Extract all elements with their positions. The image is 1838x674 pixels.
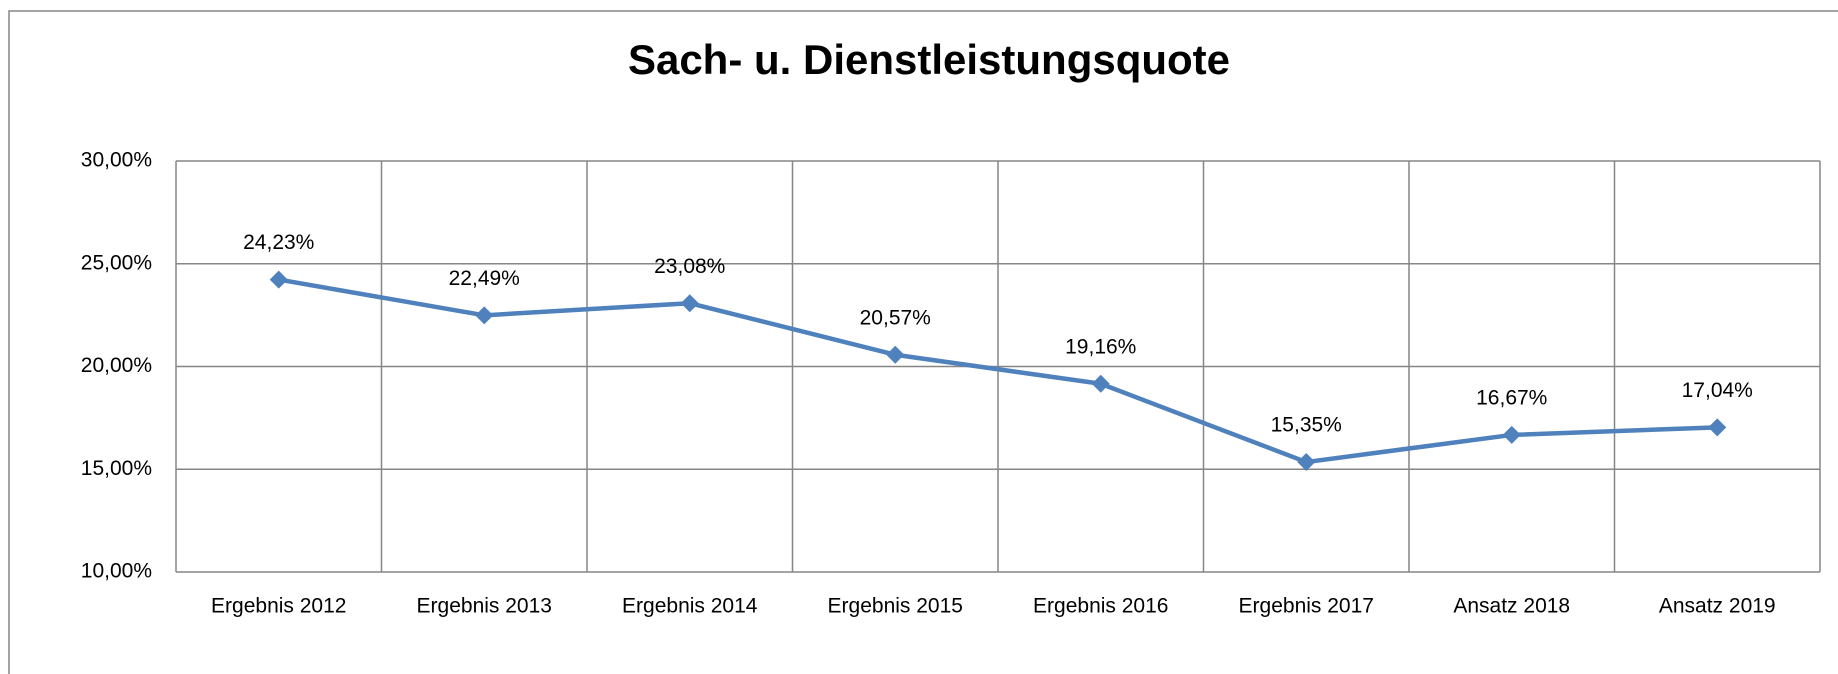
data-label: 23,08% — [654, 255, 725, 278]
data-label: 16,67% — [1476, 386, 1547, 409]
data-label: 24,23% — [243, 231, 314, 254]
chart-title: Sach- u. Dienstleistungsquote — [628, 36, 1230, 83]
y-tick-label: 20,00% — [81, 354, 152, 377]
x-tick-label: Ansatz 2019 — [1659, 595, 1776, 618]
y-tick-label: 25,00% — [81, 251, 152, 274]
y-tick-label: 30,00% — [81, 149, 152, 172]
marker — [1502, 425, 1521, 444]
data-label: 17,04% — [1682, 379, 1753, 402]
x-tick-label: Ergebnis 2017 — [1239, 595, 1374, 618]
chart-border — [8, 10, 1838, 674]
marker — [1297, 453, 1316, 472]
data-label: 19,16% — [1065, 335, 1136, 358]
y-tick-label: 15,00% — [81, 457, 152, 480]
marker — [269, 270, 288, 289]
data-label: 22,49% — [449, 267, 520, 290]
marker — [475, 306, 494, 325]
x-tick-label: Ergebnis 2012 — [211, 595, 346, 618]
data-label: 15,35% — [1271, 414, 1342, 437]
x-tick-label: Ergebnis 2014 — [622, 595, 758, 618]
data-label: 20,57% — [860, 306, 931, 329]
marker — [1708, 418, 1727, 437]
marker — [680, 294, 699, 313]
x-tick-label: Ansatz 2018 — [1453, 595, 1570, 618]
x-tick-label: Ergebnis 2013 — [417, 595, 552, 618]
marker — [1091, 374, 1110, 393]
x-tick-label: Ergebnis 2016 — [1033, 595, 1168, 618]
line — [278, 277, 1718, 465]
marker — [886, 345, 905, 364]
x-tick-label: Ergebnis 2015 — [828, 595, 963, 618]
y-tick-label: 10,00% — [81, 560, 152, 583]
